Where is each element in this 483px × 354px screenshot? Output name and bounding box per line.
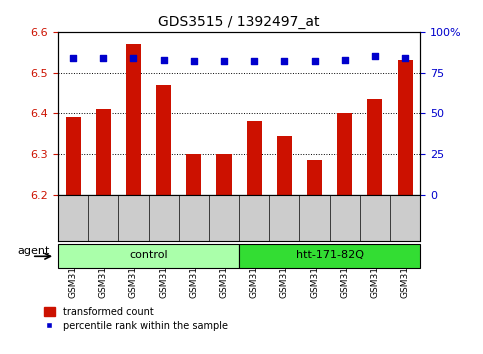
Text: htt-171-82Q: htt-171-82Q <box>296 250 364 260</box>
Text: agent: agent <box>17 246 50 256</box>
Bar <box>66 117 81 195</box>
FancyBboxPatch shape <box>58 244 239 268</box>
FancyBboxPatch shape <box>239 244 420 268</box>
Point <box>371 53 379 59</box>
Point <box>341 57 349 62</box>
Bar <box>96 109 111 195</box>
Title: GDS3515 / 1392497_at: GDS3515 / 1392497_at <box>158 16 320 29</box>
Point <box>250 58 258 64</box>
Bar <box>126 44 141 195</box>
Text: control: control <box>129 250 168 260</box>
Legend: transformed count, percentile rank within the sample: transformed count, percentile rank withi… <box>43 307 228 331</box>
Point <box>281 58 288 64</box>
Point <box>220 58 228 64</box>
Bar <box>216 154 231 195</box>
Bar <box>368 99 383 195</box>
Bar <box>398 60 412 195</box>
Point <box>69 55 77 61</box>
Bar <box>337 113 352 195</box>
Point <box>401 55 409 61</box>
Point <box>160 57 168 62</box>
Bar <box>186 154 201 195</box>
Point <box>311 58 318 64</box>
Point <box>190 58 198 64</box>
Bar <box>156 85 171 195</box>
Bar <box>307 160 322 195</box>
Point <box>99 55 107 61</box>
Bar <box>247 121 262 195</box>
Bar <box>277 136 292 195</box>
Point <box>129 55 137 61</box>
